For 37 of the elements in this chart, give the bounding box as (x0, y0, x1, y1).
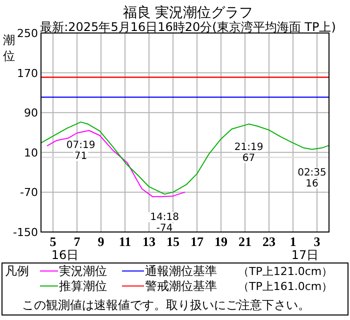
x-tick-label: 17 (190, 234, 204, 249)
annotation: 21:19 67 (234, 142, 264, 164)
text: （TP上161.0cm） (238, 280, 333, 293)
x-tick-label: 7 (74, 234, 81, 249)
x-tick-label: 9 (98, 234, 105, 249)
x-tick-label: 13 (142, 234, 156, 249)
x-tick-label: 19 (214, 234, 228, 249)
chart-subtitle: 最新:2025年5月16日16時20分(東京湾平均海面 TP上) (40, 20, 336, 34)
text: 16日 (51, 248, 79, 262)
line-series (40, 122, 330, 195)
x-tick-label: 21 (238, 234, 252, 249)
legend-title: 凡例 (5, 264, 29, 278)
annotation: 07:19 71 (66, 140, 96, 162)
legend-label: 通報潮位基準 (145, 264, 217, 278)
annotation: 14:18 -74 (150, 212, 180, 234)
y-tick-label: 10 (24, 146, 38, 160)
y-axis-title: 潮位 (3, 33, 15, 63)
text: 17日 (291, 248, 319, 262)
chart-title: 福良 実況潮位グラフ (122, 5, 254, 21)
line-series (46, 130, 186, 198)
x-tick-label: 1 (290, 234, 296, 249)
y-tick-label: 250 (17, 27, 38, 40)
text: （TP上121.0cm） (238, 265, 333, 278)
legend-label: 警戒潮位基準 (145, 279, 217, 293)
legend-label: 実況潮位 (59, 264, 107, 278)
y-tick-label: -150 (13, 226, 38, 239)
text: この観測値は速報値です。取り扱いにご注意下さい。 (22, 298, 310, 312)
x-tick-label: 5 (50, 234, 57, 249)
x-tick-label: 11 (118, 234, 132, 249)
x-tick-label: 3 (314, 234, 321, 249)
y-tick-label: 90 (24, 106, 38, 120)
y-tick-label: -70 (20, 186, 38, 200)
annotation: 02:35 16 (298, 167, 326, 190)
y-tick-label: 170 (17, 66, 38, 80)
x-tick-label: 23 (262, 234, 276, 249)
legend-label: 推算潮位 (59, 279, 107, 293)
x-tick-label: 15 (166, 234, 180, 249)
